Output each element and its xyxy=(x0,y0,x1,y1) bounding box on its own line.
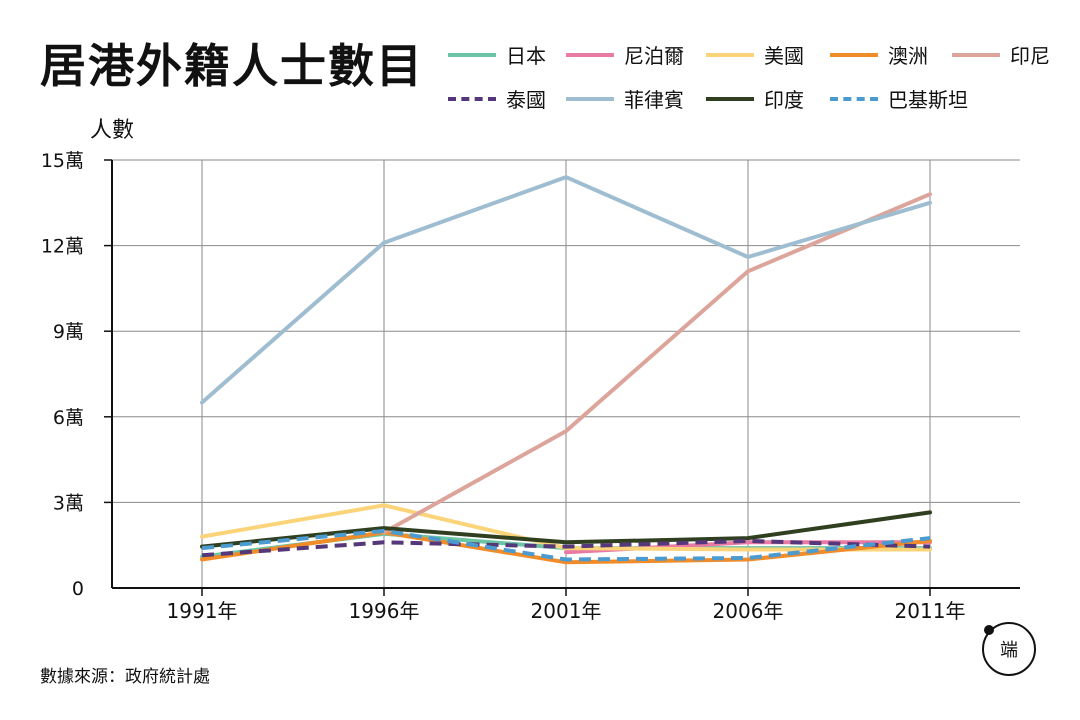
legend-item: 日本 xyxy=(448,40,546,69)
data-source-note: 數據來源：政府統計處 xyxy=(40,667,210,687)
legend-swatch xyxy=(566,96,614,101)
legend-item: 印尼 xyxy=(952,40,1050,69)
legend-swatch xyxy=(952,52,1000,57)
legend-label: 日本 xyxy=(506,44,546,68)
legend-label: 印度 xyxy=(764,88,804,112)
y-tick-label: 9萬 xyxy=(53,321,84,343)
legend-swatch xyxy=(448,96,496,101)
legend-label: 尼泊爾 xyxy=(624,44,684,68)
legend-swatch xyxy=(448,52,496,57)
series-line-泰國 xyxy=(201,538,931,558)
legend-swatch xyxy=(566,52,614,57)
legend-label: 澳洲 xyxy=(888,44,928,68)
x-tick-label: 1996年 xyxy=(349,599,420,623)
y-tick-label: 6萬 xyxy=(53,407,84,429)
legend-swatch xyxy=(830,96,878,101)
publisher-logo: 端 xyxy=(980,620,1038,678)
x-tick-label: 1991年 xyxy=(167,599,238,623)
series-line-菲律賓 xyxy=(200,175,932,405)
y-tick-label: 3萬 xyxy=(53,492,84,514)
x-tick-label: 2006年 xyxy=(713,599,784,623)
series-line-印尼 xyxy=(382,192,932,535)
legend-item: 美國 xyxy=(706,40,804,69)
chart-title: 居港外籍人士數目 xyxy=(40,39,424,93)
legend-label: 印尼 xyxy=(1010,44,1050,68)
series-line-巴基斯坦 xyxy=(201,528,931,562)
legend-swatch xyxy=(830,52,878,57)
svg-text:端: 端 xyxy=(1000,640,1018,661)
legend-item: 巴基斯坦 xyxy=(830,84,968,113)
y-tick-label: 12萬 xyxy=(41,236,84,258)
legend-item: 菲律賓 xyxy=(566,84,684,113)
y-tick-label: 15萬 xyxy=(41,150,84,172)
x-tick-label: 2001年 xyxy=(531,599,602,623)
legend-item: 澳洲 xyxy=(830,40,928,69)
legend-label: 巴基斯坦 xyxy=(888,88,968,112)
y-axis-label: 人數 xyxy=(90,118,135,143)
legend-swatch xyxy=(706,52,754,57)
legend-label: 菲律賓 xyxy=(624,88,684,112)
series-line-印度 xyxy=(200,510,932,549)
legend-item: 尼泊爾 xyxy=(566,40,684,69)
legend-item: 印度 xyxy=(706,84,804,113)
legend-item: 泰國 xyxy=(448,84,546,113)
legend-label: 泰國 xyxy=(506,88,546,112)
legend-swatch xyxy=(706,96,754,101)
legend-label: 美國 xyxy=(764,44,804,68)
y-tick-label: 0 xyxy=(72,578,84,600)
x-tick-label: 2011年 xyxy=(895,599,966,623)
